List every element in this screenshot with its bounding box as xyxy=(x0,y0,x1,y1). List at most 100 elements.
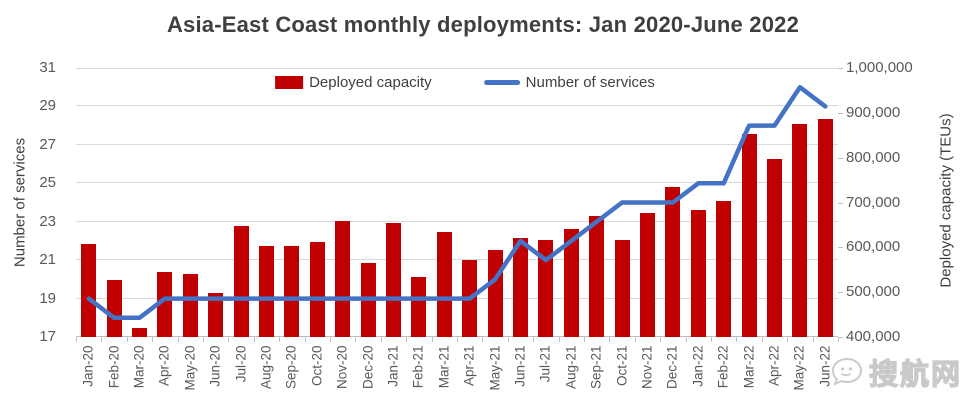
x-tick-mark xyxy=(507,337,509,342)
x-label-Feb-21: Feb-21 xyxy=(410,345,426,389)
x-label-Jun-20: Jun-20 xyxy=(207,345,223,387)
x-tick-mark xyxy=(482,337,484,342)
bar-Aug-21 xyxy=(563,228,579,337)
x-label-May-22: May-22 xyxy=(791,345,807,391)
left-tick-31: 31 xyxy=(39,59,56,76)
x-tick-mark xyxy=(380,337,382,342)
x-label-Apr-21: Apr-21 xyxy=(461,345,477,387)
x-tick-mark xyxy=(457,337,458,342)
bar-Jul-21 xyxy=(538,239,554,337)
x-tick-mark xyxy=(152,337,154,342)
right-tick-mark xyxy=(838,68,843,69)
right-tick-mark xyxy=(838,292,843,294)
bar-Apr-22 xyxy=(767,159,782,337)
left-tick-27: 27 xyxy=(39,135,56,153)
x-label-Mar-20: Mar-20 xyxy=(131,345,147,389)
x-tick-mark xyxy=(685,337,687,342)
bar-Feb-21 xyxy=(411,276,427,337)
bar-Feb-22 xyxy=(716,201,732,337)
bar-Mar-22 xyxy=(741,134,757,337)
gridline-31 xyxy=(76,68,838,69)
x-label-Mar-21: Mar-21 xyxy=(436,345,452,389)
legend-label-deployed-capacity: Deployed capacity xyxy=(309,74,432,91)
right-tick-mark xyxy=(838,157,843,159)
chart-legend: Deployed capacity Number of services xyxy=(275,74,655,91)
x-label-Jul-21: Jul-21 xyxy=(537,345,553,383)
x-label-Feb-20: Feb-20 xyxy=(106,345,122,389)
x-tick-mark xyxy=(838,337,839,342)
x-label-Mar-22: Mar-22 xyxy=(741,345,757,389)
x-tick-mark xyxy=(253,337,255,342)
bar-Jan-21 xyxy=(386,222,401,337)
x-label-Nov-20: Nov-20 xyxy=(334,345,350,390)
x-label-Dec-20: Dec-20 xyxy=(360,345,376,390)
bar-Nov-21 xyxy=(640,213,655,337)
x-tick-mark xyxy=(711,337,712,342)
x-label-Oct-20: Oct-20 xyxy=(309,345,325,387)
chat-bubble-face-icon xyxy=(831,357,862,386)
left-tick-19: 19 xyxy=(39,289,56,307)
x-label-Aug-21: Aug-21 xyxy=(563,345,579,390)
left-tick-21: 21 xyxy=(39,251,56,269)
x-label-May-20: May-20 xyxy=(182,345,198,391)
x-label-Jul-20: Jul-20 xyxy=(233,345,249,383)
services-line xyxy=(86,84,828,321)
x-label-Apr-20: Apr-20 xyxy=(156,345,172,387)
line-series-swatch-icon xyxy=(483,80,520,85)
x-tick-mark xyxy=(101,337,103,342)
x-label-Aug-20: Aug-20 xyxy=(258,345,274,390)
bar-Jun-22 xyxy=(817,119,833,337)
x-tick-mark xyxy=(533,337,535,342)
bar-May-20 xyxy=(182,274,198,337)
bar-Feb-20 xyxy=(106,279,122,337)
x-tick-mark xyxy=(355,337,357,342)
gridline-27 xyxy=(76,143,838,145)
x-tick-mark xyxy=(634,337,636,342)
x-tick-mark xyxy=(177,337,179,342)
x-tick-mark xyxy=(126,337,128,342)
right-tick-800,000: 800,000 xyxy=(846,148,901,166)
x-label-Dec-21: Dec-21 xyxy=(664,345,680,390)
gridline-17 xyxy=(76,336,838,337)
right-tick-400,000: 400,000 xyxy=(846,328,901,345)
plot-area xyxy=(76,68,838,337)
bar-Jun-20 xyxy=(208,293,224,337)
bar-Jan-20 xyxy=(81,244,97,337)
x-label-Jan-22: Jan-22 xyxy=(690,345,706,387)
left-tick-29: 29 xyxy=(39,97,56,115)
x-tick-mark xyxy=(304,337,306,342)
right-axis-title: Deployed capacity (TEUs) xyxy=(937,113,955,288)
left-tick-17: 17 xyxy=(39,328,56,345)
x-tick-mark xyxy=(761,337,763,342)
x-tick-mark xyxy=(279,337,281,342)
legend-item-deployed-capacity: Deployed capacity xyxy=(275,74,432,91)
x-tick-mark xyxy=(787,337,789,342)
bar-Dec-21 xyxy=(665,187,681,337)
x-tick-mark xyxy=(228,337,230,342)
bar-Nov-20 xyxy=(335,221,351,337)
right-tick-mark xyxy=(838,247,843,249)
x-tick-mark xyxy=(203,337,204,342)
watermark-text: 搜航网 xyxy=(868,358,962,391)
chart-title: Asia-East Coast monthly deployments: Jan… xyxy=(166,12,800,37)
bar-Oct-21 xyxy=(614,240,630,337)
gridline-29 xyxy=(76,105,838,107)
right-tick-mark xyxy=(838,337,843,338)
x-tick-mark xyxy=(431,337,433,342)
x-tick-mark xyxy=(558,337,560,342)
x-tick-mark xyxy=(812,337,814,342)
x-label-Sep-20: Sep-20 xyxy=(283,345,299,390)
bar-Jul-20 xyxy=(233,225,249,337)
x-tick-mark xyxy=(330,337,331,342)
x-label-Jan-20: Jan-20 xyxy=(80,345,96,387)
bar-Oct-20 xyxy=(309,241,325,337)
legend-item-number-of-services: Number of services xyxy=(483,74,655,91)
x-tick-mark xyxy=(609,337,611,342)
bar-May-22 xyxy=(792,124,808,337)
bar-Aug-20 xyxy=(259,245,274,337)
x-label-Apr-22: Apr-22 xyxy=(766,345,782,387)
gridline-25 xyxy=(76,182,838,184)
x-label-Nov-21: Nov-21 xyxy=(639,345,655,390)
gridline-21 xyxy=(76,259,838,261)
x-label-May-21: May-21 xyxy=(487,345,503,391)
